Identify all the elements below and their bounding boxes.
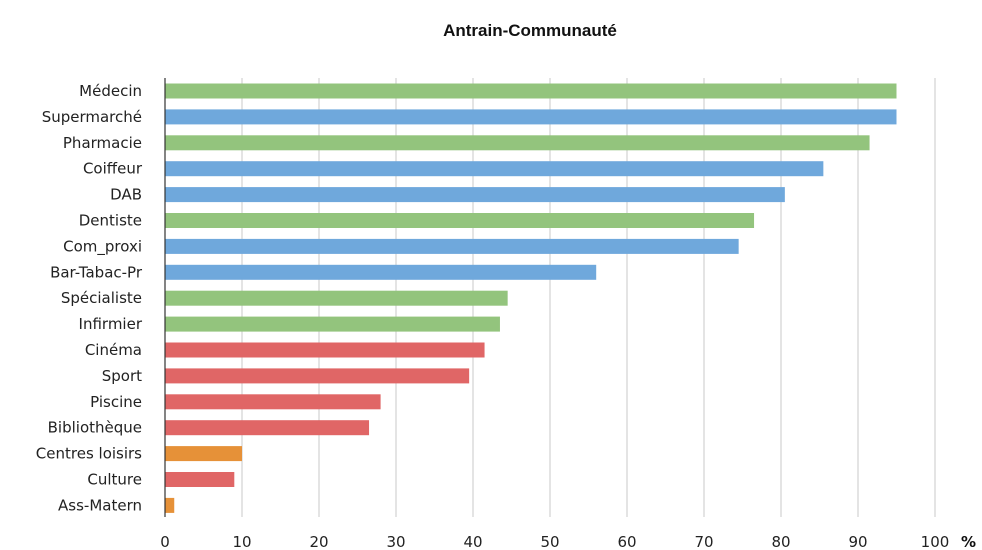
- category-label: Ass-Matern: [58, 496, 142, 514]
- bar: [165, 213, 755, 228]
- category-label: Sport: [102, 367, 142, 385]
- bar: [165, 135, 870, 151]
- x-tick-label: 70: [694, 533, 713, 550]
- category-label: Culture: [87, 471, 142, 489]
- category-label: Bar-Tabac-Pr: [50, 263, 143, 281]
- category-label: Infirmier: [79, 315, 143, 333]
- category-label: Médecin: [79, 82, 142, 100]
- x-tick-label: 10: [232, 533, 251, 550]
- x-unit-label: %: [961, 533, 976, 550]
- category-label: Piscine: [90, 393, 142, 411]
- bar: [165, 472, 235, 487]
- category-labels: Médecin Supermarché Pharmacie Coiffeur DAB De…: [36, 82, 143, 514]
- chart-title: Antrain-Communauté: [443, 21, 617, 40]
- category-label: Dentiste: [79, 212, 142, 230]
- bars: [165, 83, 897, 513]
- x-tick-label: 40: [463, 533, 482, 550]
- bar: [165, 394, 381, 410]
- category-label: Spécialiste: [61, 289, 142, 307]
- x-tick-label: 90: [848, 533, 867, 550]
- bar: [165, 342, 485, 358]
- x-tick-label: 100: [921, 533, 950, 550]
- bar: [165, 368, 470, 384]
- x-tick-label: 60: [617, 533, 636, 550]
- x-tick-label: 80: [771, 533, 790, 550]
- x-tick-label: 0: [160, 533, 170, 550]
- bar: [165, 161, 824, 177]
- gridlines: [241, 78, 936, 517]
- bar: [165, 316, 500, 332]
- bar: [165, 187, 785, 203]
- x-tick-label: 20: [309, 533, 328, 550]
- x-tick-labels: 0 10 20 30 40 50 60 70 80 90 100: [160, 533, 949, 550]
- bar: [165, 497, 175, 513]
- bar: [165, 83, 897, 99]
- x-tick-label: 30: [386, 533, 405, 550]
- category-label: Com_proxi: [63, 237, 142, 256]
- bar: [165, 109, 897, 125]
- bar: [165, 420, 370, 436]
- category-label: Pharmacie: [63, 134, 142, 152]
- bar: [165, 264, 597, 280]
- bar: [165, 238, 739, 254]
- category-label: Supermarché: [42, 108, 142, 126]
- x-tick-label: 50: [540, 533, 559, 550]
- bar: [165, 446, 242, 462]
- category-label: Cinéma: [85, 341, 142, 359]
- bar: [165, 290, 508, 306]
- category-label: Bibliothèque: [48, 419, 142, 437]
- category-label: Coiffeur: [83, 160, 143, 178]
- category-label: Centres loisirs: [36, 445, 142, 463]
- category-label: DAB: [110, 186, 142, 204]
